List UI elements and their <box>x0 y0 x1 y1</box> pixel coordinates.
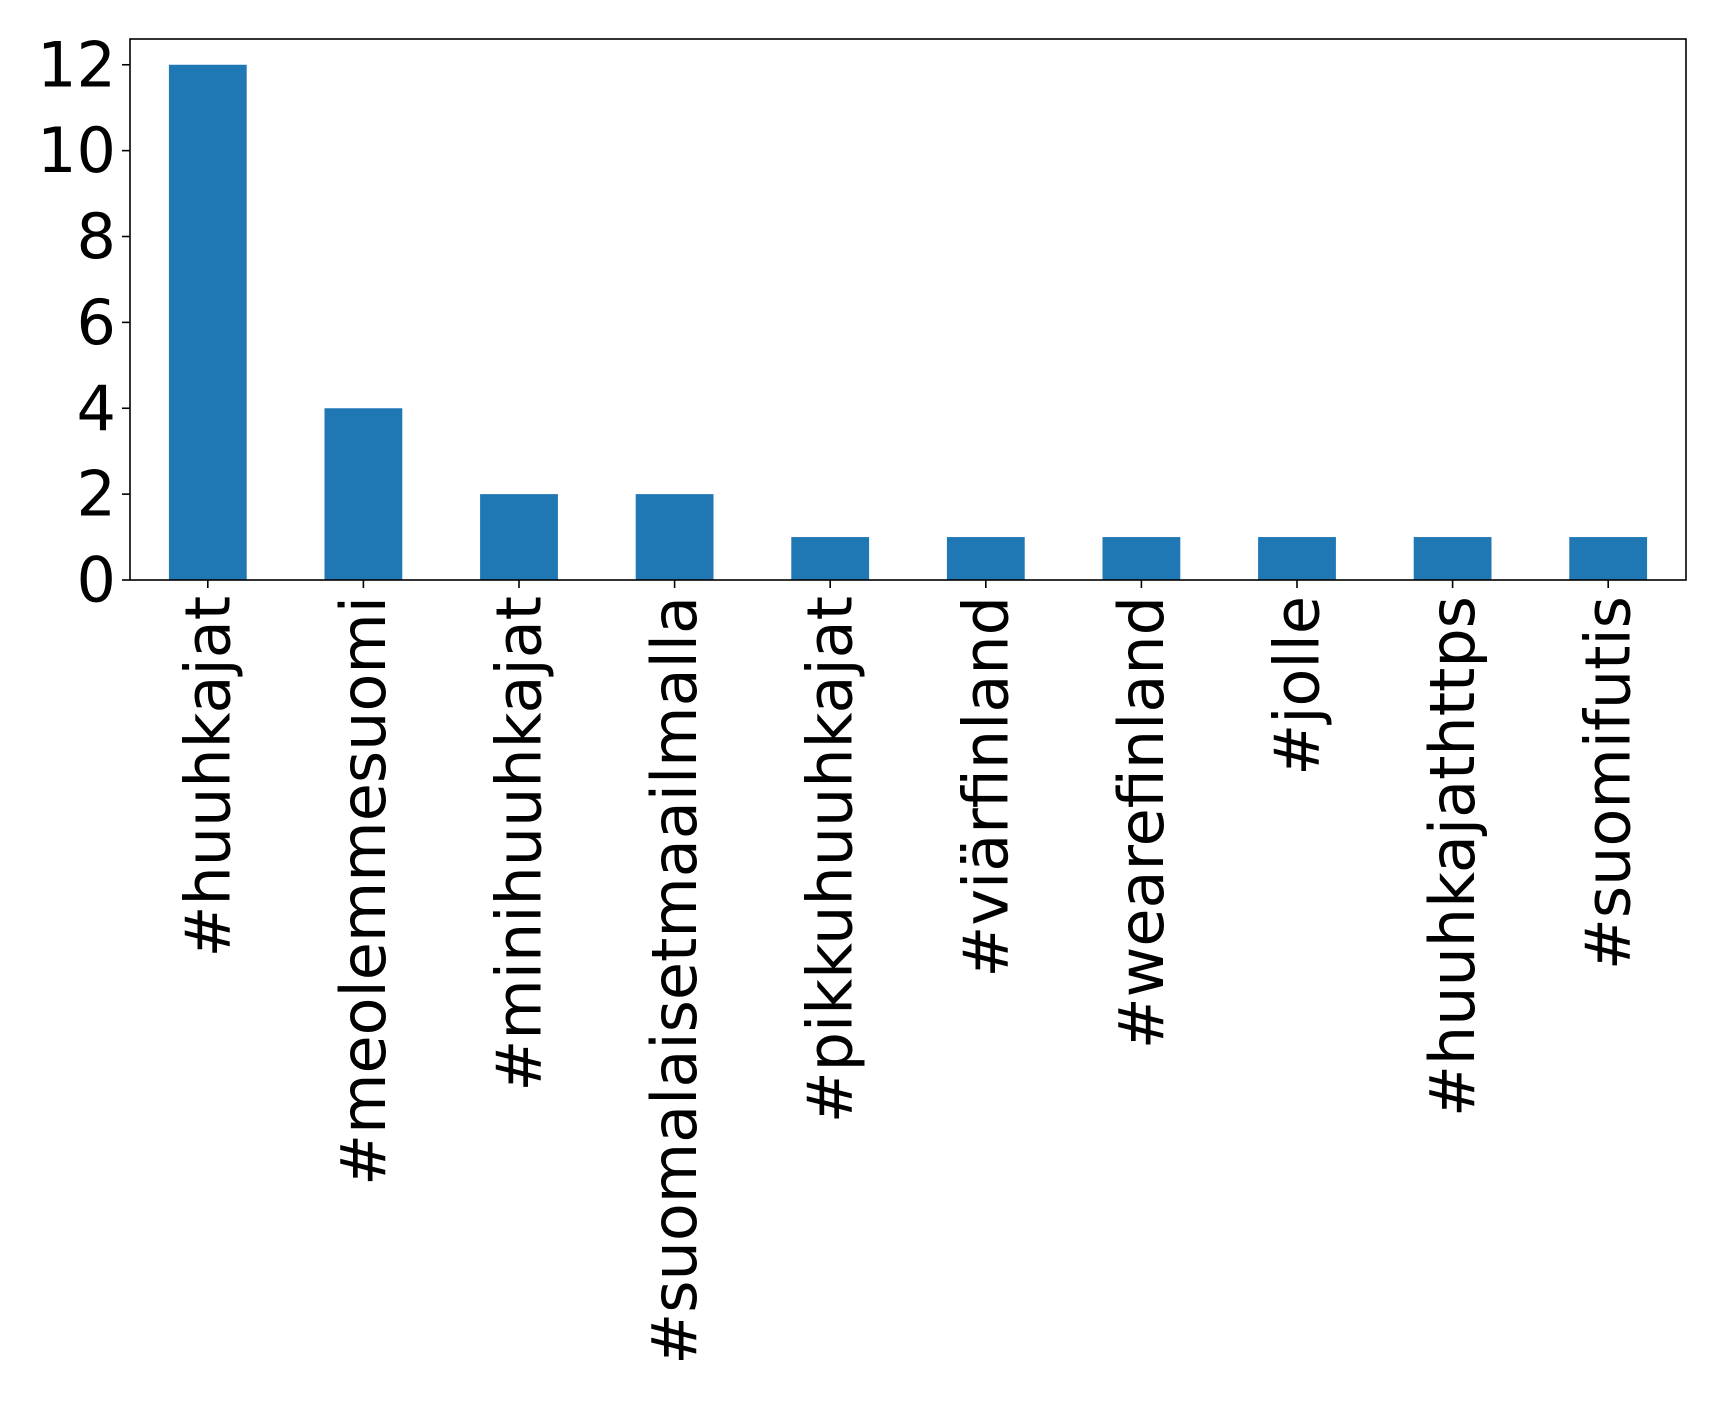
x-tick-label-3: #suomalaisetmaailmalla <box>638 596 711 1365</box>
bar-1 <box>324 408 403 580</box>
y-axis-ticks: 0 2 4 6 8 10 12 <box>37 28 130 617</box>
bar-3 <box>635 494 714 580</box>
bar-9 <box>1569 537 1648 580</box>
x-tick-label-1: #meolemmesuomi <box>327 596 400 1186</box>
y-tick-label-6: 12 <box>37 28 116 101</box>
bar-0 <box>168 64 247 580</box>
bar-8 <box>1413 537 1492 580</box>
plot-frame <box>129 38 1687 581</box>
x-tick-label-8: #huuhkajathttps <box>1416 596 1489 1117</box>
y-tick-label-5: 10 <box>37 114 116 187</box>
x-tick-label-0: #huuhkajat <box>171 596 244 957</box>
bar-5 <box>946 537 1025 580</box>
bar-6 <box>1102 537 1181 580</box>
y-tick-label-0: 0 <box>77 544 116 617</box>
x-tick-label-9: #suomifutis <box>1572 596 1645 970</box>
x-tick-label-6: #wearefinland <box>1105 596 1178 1049</box>
y-tick-label-1: 2 <box>77 458 116 531</box>
x-tick-label-5: #viärfinland <box>949 596 1022 978</box>
bar-7 <box>1258 537 1336 580</box>
bar-2 <box>480 494 558 580</box>
x-tick-label-4: #pikkuhuuhkajat <box>794 596 867 1123</box>
y-tick-label-2: 4 <box>77 372 116 445</box>
bars-layer <box>168 64 1648 580</box>
bar-4 <box>791 537 870 580</box>
x-tick-label-2: #minihuuhkajat <box>483 596 556 1092</box>
y-tick-label-4: 8 <box>77 200 116 273</box>
x-tick-label-7: #jolle <box>1261 596 1334 776</box>
y-tick-label-3: 6 <box>77 286 116 359</box>
x-axis-ticks: #huuhkajat #meolemmesuomi #minihuuhkajat #s… <box>171 580 1645 1365</box>
